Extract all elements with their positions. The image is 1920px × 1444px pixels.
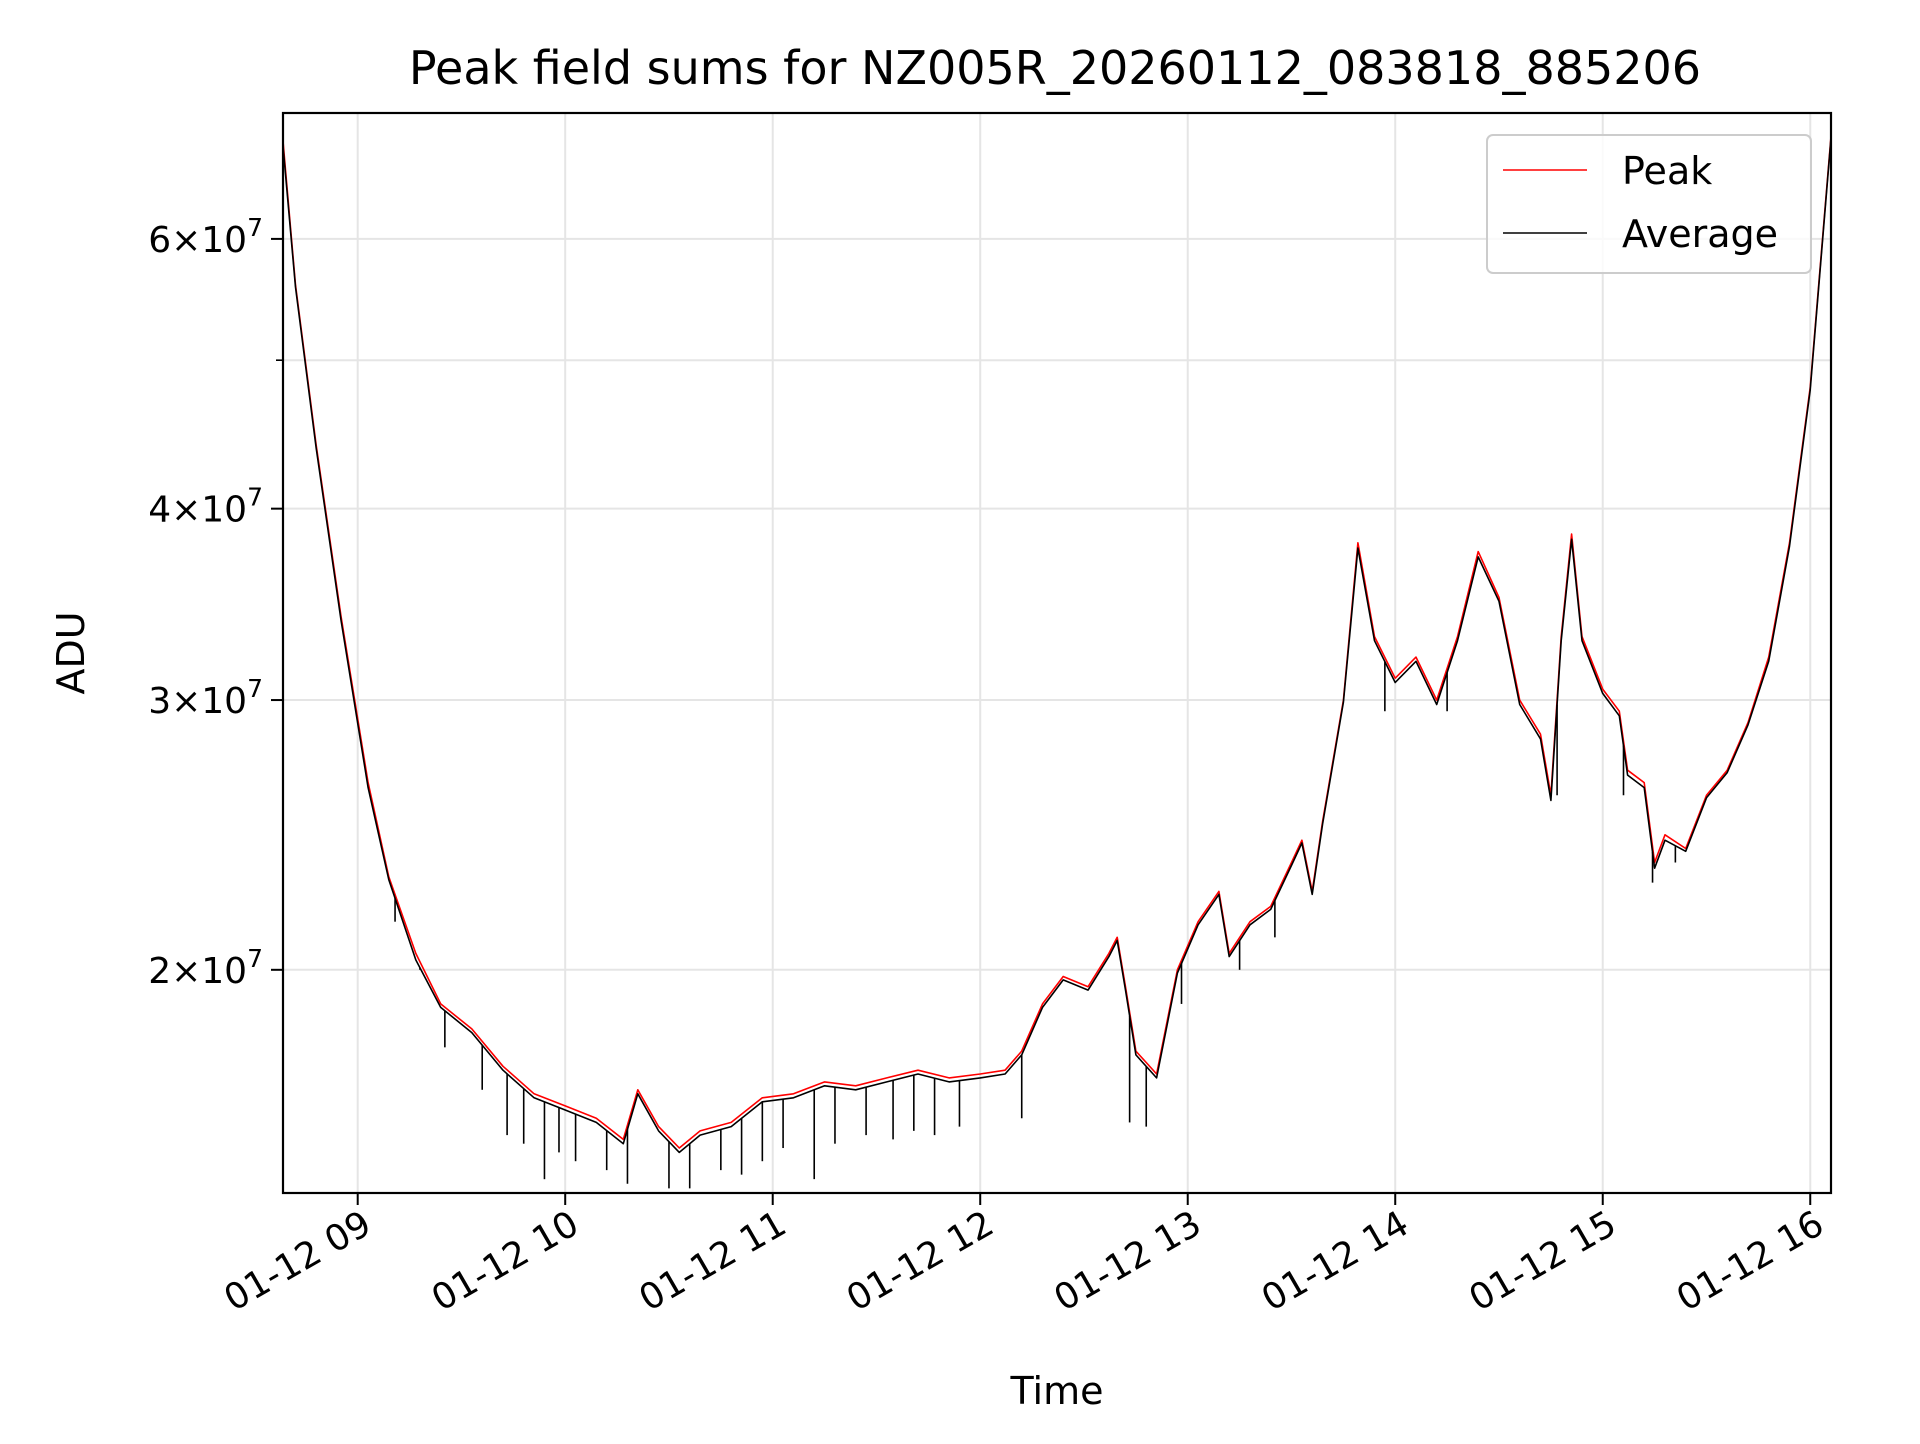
legend-peak-label: Peak [1622,149,1712,193]
plot-frame [281,111,1833,1195]
y-tick-label: 6×107 [148,213,263,261]
x-axis-label: Time [1010,1369,1104,1413]
y-axis: 2×107 3×107 4×107 6×107 [148,213,283,992]
series-average [283,138,1831,1189]
chart-title: Peak field sums for NZ005R_20260112_0838… [409,41,1701,95]
series-layer [283,136,1831,1189]
legend-average-label: Average [1622,212,1778,256]
legend: Peak Average [1486,134,1812,274]
y-tick-label: 2×107 [148,944,263,992]
series-line-peak [283,136,1831,1149]
y-tick-label: 4×107 [148,483,263,531]
series-line-average [283,138,1831,1154]
series-peak [283,136,1831,1149]
y-axis-label: ADU [49,611,93,694]
y-tick-label: 3×107 [148,674,263,722]
grid [283,113,1831,1193]
